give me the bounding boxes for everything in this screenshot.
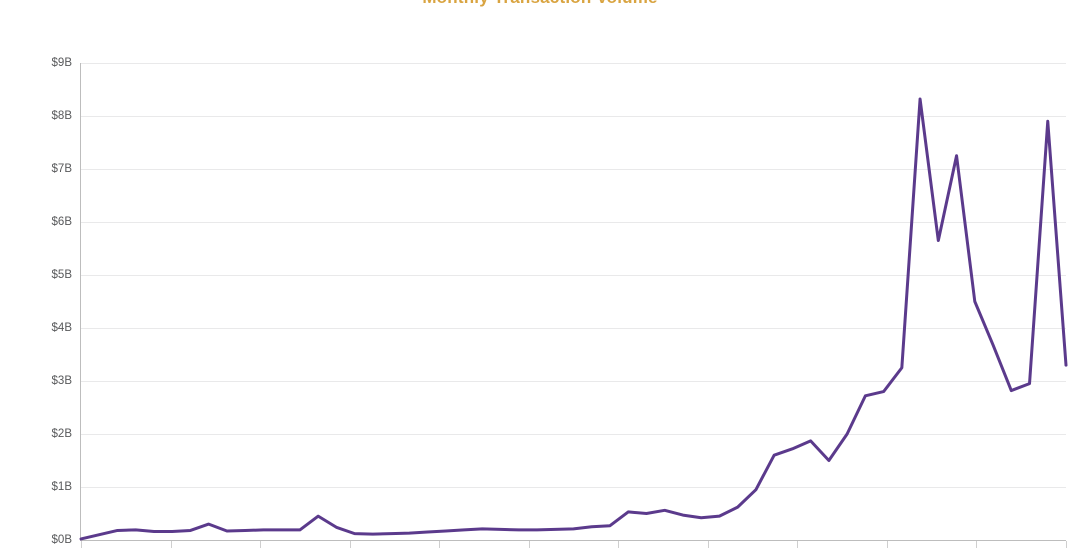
y-tick-label-3B: $3B xyxy=(51,375,72,387)
y-tick-label-0B: $0B xyxy=(51,534,72,546)
x-tick-3 xyxy=(350,541,351,548)
x-tick-6 xyxy=(618,541,619,548)
y-tick-label-7B: $7B xyxy=(51,163,72,175)
gridline-7B xyxy=(81,169,1066,170)
x-tick-7 xyxy=(708,541,709,548)
x-tick-9 xyxy=(887,541,888,548)
y-tick-label-5B: $5B xyxy=(51,269,72,281)
y-tick-label-2B: $2B xyxy=(51,428,72,440)
x-tick-5 xyxy=(529,541,530,548)
y-axis-line xyxy=(80,63,81,541)
x-axis-line xyxy=(80,540,1066,541)
x-tick-1 xyxy=(171,541,172,548)
gridline-9B xyxy=(81,63,1066,64)
x-tick-8 xyxy=(797,541,798,548)
gridline-6B xyxy=(81,222,1066,223)
gridline-1B xyxy=(81,487,1066,488)
x-tick-2 xyxy=(260,541,261,548)
x-tick-4 xyxy=(439,541,440,548)
x-tick-11 xyxy=(1066,541,1067,548)
y-tick-label-6B: $6B xyxy=(51,216,72,228)
y-tick-label-1B: $1B xyxy=(51,481,72,493)
gridline-8B xyxy=(81,116,1066,117)
y-axis-labels: $0B $1B $2B $3B $4B $5B $6B $7B $8B $9B xyxy=(0,0,72,549)
gridline-5B xyxy=(81,275,1066,276)
y-tick-label-8B: $8B xyxy=(51,110,72,122)
chart-title-text: Monthly Transaction Volume xyxy=(422,0,657,6)
chart-title-clipped: Monthly Transaction Volume xyxy=(0,0,1080,9)
gridline-2B xyxy=(81,434,1066,435)
gridline-3B xyxy=(81,381,1066,382)
y-tick-label-4B: $4B xyxy=(51,322,72,334)
gridline-4B xyxy=(81,328,1066,329)
y-tick-label-9B: $9B xyxy=(51,57,72,69)
x-tick-0 xyxy=(81,541,82,548)
series-line-volume xyxy=(79,97,1068,541)
x-tick-10 xyxy=(976,541,977,548)
